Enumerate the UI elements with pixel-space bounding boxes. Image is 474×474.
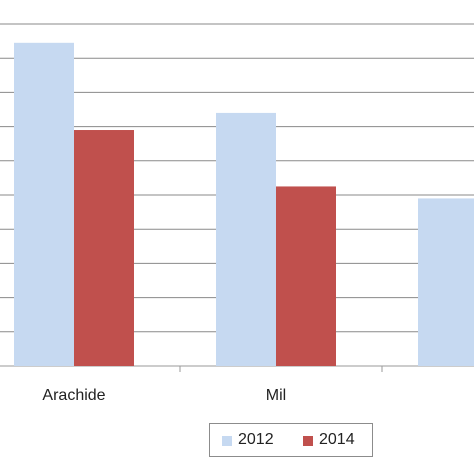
x-tick-label-mil: Mil <box>266 387 286 404</box>
legend-label-2012: 2012 <box>238 431 274 448</box>
bar-2012-arachide <box>14 42 74 367</box>
x-tick-label-arachide: Arachide <box>42 387 105 404</box>
legend-label-2014: 2014 <box>319 431 355 448</box>
bar-2012-category-2 <box>418 198 474 366</box>
bar-2014-arachide <box>74 130 134 366</box>
bar-2012-mil <box>216 112 276 366</box>
legend-swatch-2014 <box>303 436 313 446</box>
legend: 2012 2014 <box>209 423 373 457</box>
bar-2014-mil <box>276 186 336 366</box>
bars <box>14 42 474 367</box>
x-tick-labels: Arachide Mil <box>42 387 286 404</box>
x-axis <box>179 366 383 372</box>
legend-swatch-2012 <box>222 436 232 446</box>
